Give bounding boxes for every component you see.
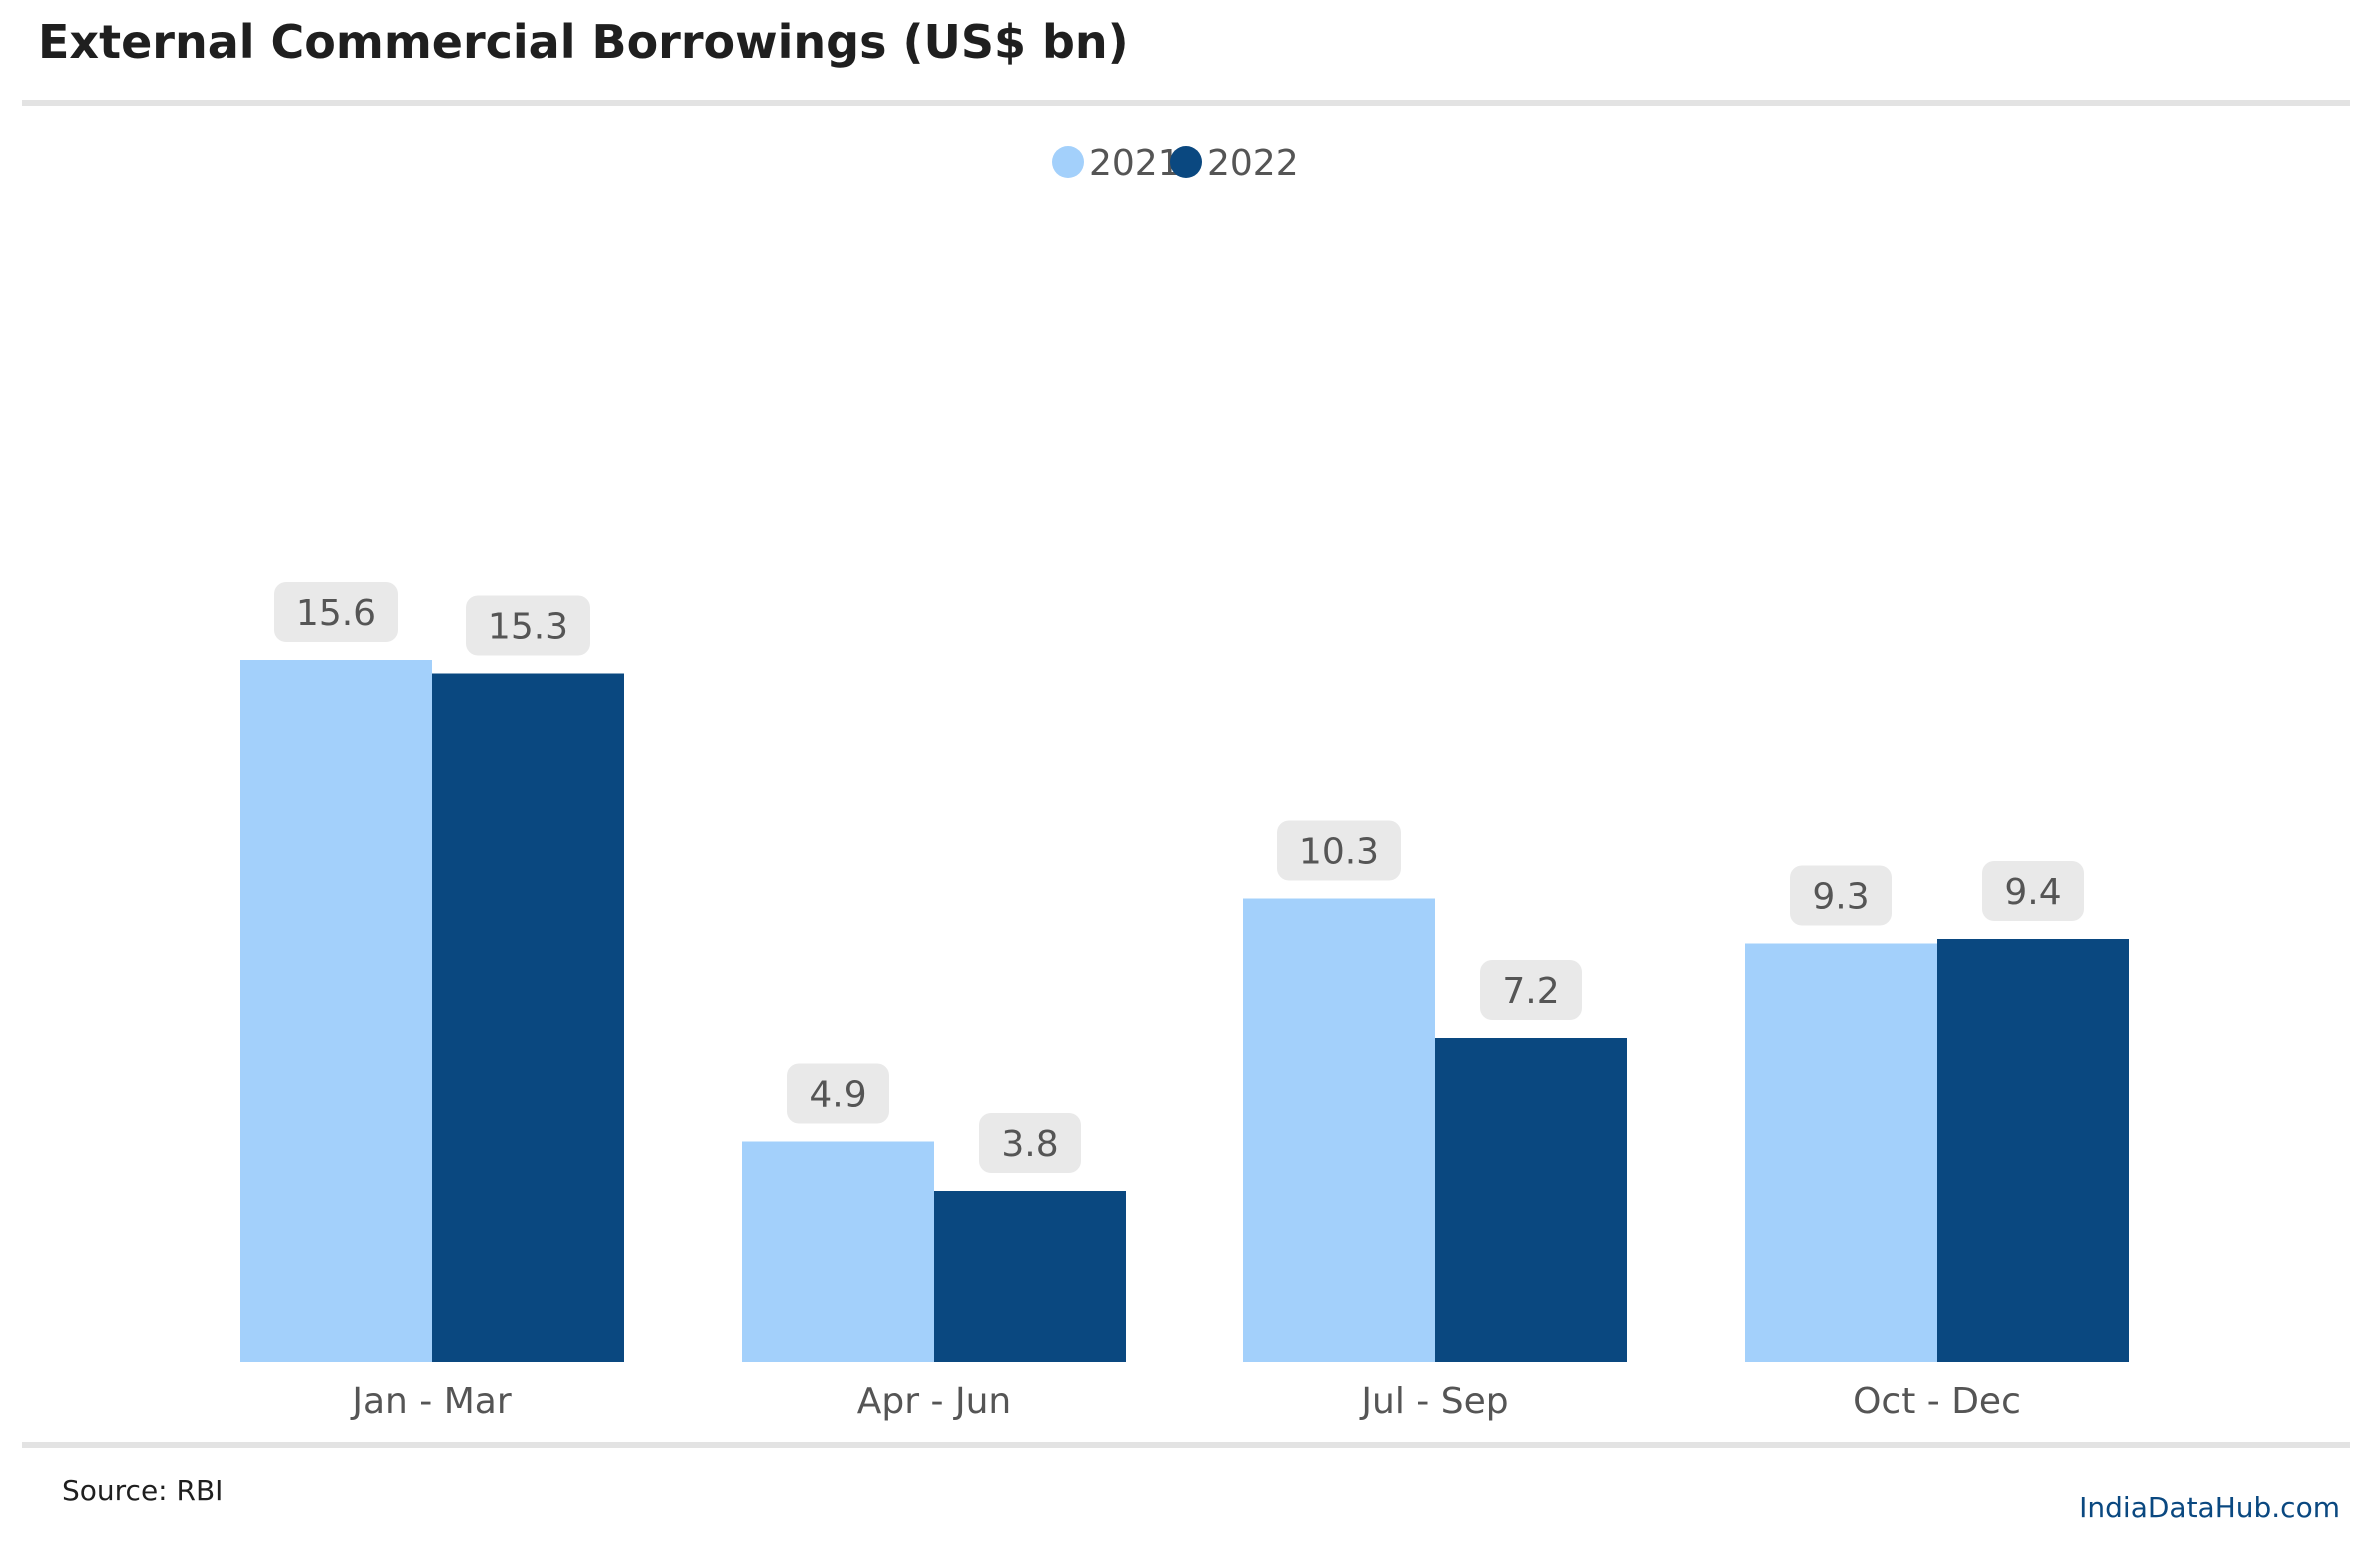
data-label: 10.3 [1299,832,1379,873]
data-label-bg [466,595,590,656]
data-label-bg [787,1063,889,1124]
x-tick-label: Jul - Sep [1359,1381,1508,1422]
bars [240,660,2129,1362]
legend: 2021 2022 [1052,143,1299,184]
source-note: Source: RBI [62,1474,223,1507]
x-tick-label: Oct - Dec [1853,1381,2021,1422]
legend-swatch-2021 [1052,146,1084,178]
data-label: 15.3 [488,607,568,648]
x-tick-label: Apr - Jun [857,1381,1011,1422]
data-label-bg [979,1113,1081,1173]
top-divider [22,100,2350,106]
bar-2021-oct-dec [1745,943,1937,1362]
data-label-bg [1277,820,1401,881]
chart-title: External Commercial Borrowings (US$ bn) [38,15,1129,69]
bottom-divider [22,1442,2350,1448]
bar-2021-jul-sep [1243,898,1435,1362]
data-label: 9.3 [1812,877,1869,918]
data-label: 15.6 [296,593,376,634]
data-label: 9.4 [2004,872,2061,913]
legend-label-2021: 2021 [1089,143,1181,184]
legend-swatch-2022 [1170,146,1202,178]
x-axis: Jan - Mar Apr - Jun Jul - Sep Oct - Dec [350,1381,2021,1422]
x-tick-label: Jan - Mar [350,1381,511,1422]
data-label: 4.9 [809,1075,866,1116]
data-label-bg [1790,865,1892,926]
bar-2021-jan-mar [240,660,432,1362]
bar-2022-apr-jun [934,1191,1126,1362]
bar-2022-jan-mar [432,673,624,1362]
data-label-bg [274,582,398,642]
brand-link[interactable]: IndiaDataHub.com [2079,1491,2340,1524]
data-label: 3.8 [1001,1124,1058,1165]
bar-2022-oct-dec [1937,939,2129,1362]
bar-2021-apr-jun [742,1141,934,1362]
bar-2022-jul-sep [1435,1038,1627,1362]
data-label: 7.2 [1502,971,1559,1012]
data-label-bg [1982,861,2084,921]
data-labels: 15.6 15.3 4.9 3.8 10.3 7.2 9.3 9.4 [274,582,2084,1173]
legend-label-2022: 2022 [1207,143,1299,184]
data-label-bg [1480,960,1582,1020]
